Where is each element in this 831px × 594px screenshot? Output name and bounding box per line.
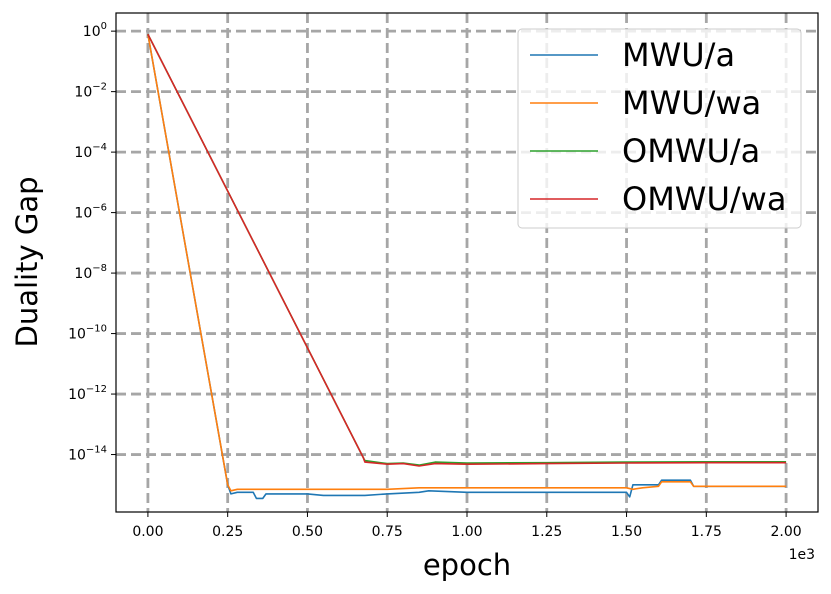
x-axis-title: epoch: [423, 548, 511, 582]
y-tick-base: 10: [74, 266, 92, 282]
y-tick-base: 10: [68, 387, 86, 403]
x-tick-label: 0.75: [372, 524, 403, 540]
y-tick-exponent: −6: [92, 203, 107, 214]
y-tick-exponent: 0: [101, 21, 107, 32]
series-line-mwu-a: [147, 34, 787, 500]
x-tick-label: 0.25: [212, 524, 243, 540]
y-tick-base: 10: [74, 145, 92, 161]
legend-label: OMWU/a: [622, 132, 760, 170]
y-tick-label: 10−14: [68, 445, 107, 464]
y-axis-title: Duality Gap: [10, 177, 44, 348]
y-tick-base: 10: [68, 448, 86, 464]
y-tick-exponent: −2: [92, 82, 107, 93]
x-tick-label: 2.00: [771, 524, 802, 540]
series-lines: [147, 33, 787, 500]
y-tick-base: 10: [74, 206, 92, 222]
y-tick-label: 10−6: [74, 203, 107, 222]
y-tick-label: 10−4: [74, 142, 107, 161]
legend-label: MWU/wa: [622, 84, 761, 122]
y-tick-label: 10−10: [68, 324, 107, 343]
x-tick-label: 1.25: [531, 524, 562, 540]
x-tick-label: 1.00: [451, 524, 482, 540]
y-tick-label: 10−8: [74, 263, 107, 282]
y-tick-label: 10−12: [68, 384, 107, 403]
y-tick-exponent: −14: [86, 445, 107, 456]
legend-frame: [517, 28, 802, 229]
y-tick-base: 10: [83, 24, 101, 40]
x-tick-label: 1.75: [691, 524, 722, 540]
x-tick-label: 1.50: [611, 524, 642, 540]
y-tick-exponent: −8: [92, 263, 107, 274]
y-tick-base: 10: [74, 85, 92, 101]
x-axis-ticks: 0.00 0.25 0.50 0.75 1.00 1.25 1.50 1.75 2.00: [132, 512, 802, 540]
x-axis-offset-label: 1e3: [789, 547, 815, 563]
legend-label: OMWU/wa: [622, 180, 786, 218]
y-tick-exponent: −4: [92, 142, 107, 153]
legend: MWU/a MWU/wa OMWU/a OMWU/wa: [517, 28, 802, 229]
y-tick-exponent: −10: [86, 324, 107, 335]
y-tick-base: 10: [68, 327, 86, 343]
y-tick-exponent: −12: [86, 384, 107, 395]
y-tick-label: 10−2: [74, 82, 107, 101]
legend-label: MWU/a: [622, 36, 735, 74]
x-tick-label: 0.00: [132, 524, 163, 540]
series-line-omwu-wa: [147, 33, 787, 467]
y-tick-label: 100: [83, 21, 107, 40]
x-tick-label: 0.50: [292, 524, 323, 540]
series-line-mwu-wa: [147, 34, 787, 492]
